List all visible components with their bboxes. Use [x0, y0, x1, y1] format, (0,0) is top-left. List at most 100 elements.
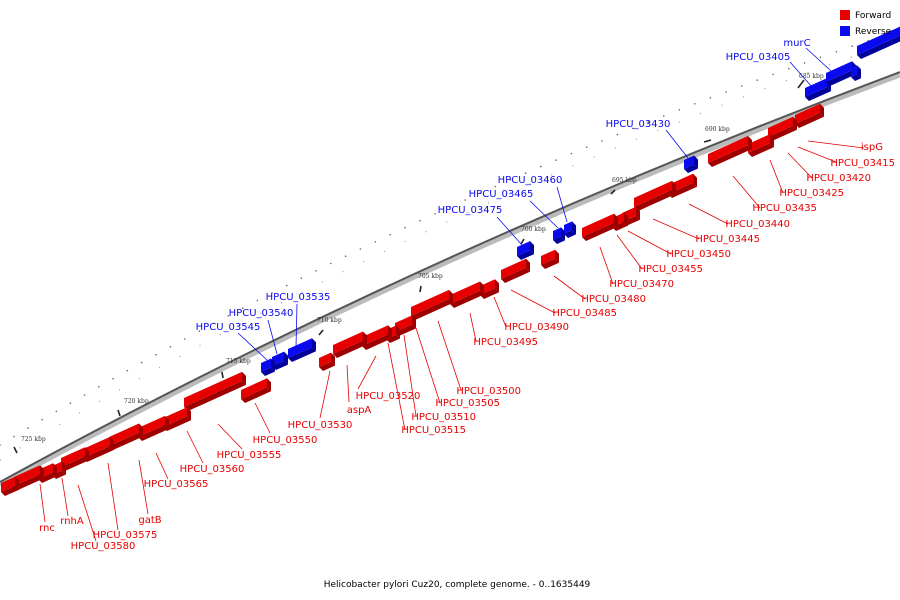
minor-tick — [632, 127, 634, 130]
gene-label: rnhA — [60, 516, 84, 527]
gene-face — [857, 26, 900, 55]
leader-line — [39, 483, 46, 523]
gene-side — [267, 378, 271, 392]
minor-tick — [83, 394, 86, 396]
minor-tick — [227, 315, 230, 317]
tick-label: 700 kbp — [521, 226, 546, 233]
minor-tick — [509, 179, 512, 181]
minor-tick — [0, 444, 1, 446]
gene-face — [1, 476, 15, 492]
gene-shadow — [857, 35, 900, 59]
leader-line — [346, 364, 350, 403]
gene-side — [396, 325, 400, 339]
tick-group: 685 kbp 690 kbp 695 kbp 700 kbp 705 kbp 710 k… — [0, 34, 885, 454]
gene-face — [634, 180, 672, 207]
minor-tick — [788, 67, 790, 70]
gene-label: HPCU_03500 — [456, 386, 521, 397]
tick-mark — [419, 285, 422, 293]
minor-tick — [69, 402, 72, 405]
gene-shadow — [748, 143, 774, 157]
leader-line — [387, 342, 406, 431]
gene-label: HPCU_03450 — [666, 249, 731, 260]
genome-backbone — [0, 71, 900, 483]
leader-line — [627, 230, 672, 255]
minor-tick — [772, 73, 774, 76]
leader-line — [217, 423, 243, 450]
genome-caption: Helicobacter pylori Cuz20, complete geno… — [324, 580, 591, 590]
minor-tick — [524, 172, 527, 174]
leader-line — [186, 430, 204, 464]
legend-forward-label: Forward — [855, 11, 891, 21]
gene-label: HPCU_03535 — [266, 292, 331, 303]
gene-shadow — [805, 87, 831, 101]
minor-tick — [98, 386, 100, 388]
leader-line — [469, 312, 477, 342]
minor-tick — [41, 418, 43, 421]
minor-tick — [55, 410, 58, 413]
minor-tick — [647, 121, 650, 123]
minor-tick — [740, 85, 743, 87]
gene-label: HPCU_03540 — [229, 308, 294, 319]
gene-label: HPCU_03465 — [469, 189, 534, 200]
gene-label: HPCU_03470 — [609, 279, 674, 290]
gene-shadow — [517, 250, 534, 260]
gene-shadow — [582, 222, 618, 241]
leader-line — [237, 332, 268, 361]
leader-line — [688, 203, 729, 225]
gene-label: rnc — [39, 523, 55, 534]
leader-line — [415, 327, 441, 404]
minor-tick — [374, 241, 377, 243]
gene-face — [517, 241, 530, 256]
reverse-gene-block — [564, 221, 576, 238]
forward-gene-block — [184, 371, 246, 411]
gene-label: HPCU_03560 — [180, 464, 245, 475]
tick-label: 690 kbp — [705, 126, 730, 133]
leader-line — [616, 234, 643, 270]
leader-line — [789, 61, 813, 88]
leader-line — [403, 334, 417, 417]
tick-label: 720 kbp — [124, 398, 149, 405]
gene-face — [795, 103, 820, 124]
gene-face — [61, 447, 85, 467]
leader-line — [437, 320, 462, 391]
gene-label: HPCU_03490 — [504, 322, 569, 333]
legend-reverse-label: Reverse — [855, 27, 892, 37]
forward-gene-block — [395, 315, 416, 336]
minor-tick — [140, 361, 143, 364]
gene-shadow — [480, 288, 499, 299]
minor-tick — [155, 353, 157, 356]
gene-face — [541, 249, 555, 265]
leader-line — [732, 175, 761, 209]
gene-shadow — [541, 258, 559, 269]
leader-line — [295, 303, 298, 348]
leader-line — [652, 218, 700, 240]
tick-label: 685 kbp — [799, 73, 824, 80]
leader-line — [61, 477, 69, 517]
leader-line — [529, 200, 559, 229]
gene-shadow — [319, 361, 335, 371]
gene-face — [319, 352, 331, 367]
gene-face — [768, 116, 793, 137]
minor-tick — [315, 270, 317, 272]
gene-side — [636, 206, 640, 220]
minor-tick — [601, 140, 603, 142]
reverse-gene-block — [851, 65, 861, 81]
tick-label: 705 kbp — [418, 273, 443, 280]
gene-face — [826, 61, 852, 82]
minor-tick — [359, 248, 362, 250]
forward-gene-block — [708, 136, 752, 167]
gene-face — [501, 258, 526, 279]
forward-gene-block — [501, 258, 530, 283]
label-leader-lines — [39, 47, 865, 542]
gene-shadow — [109, 432, 143, 450]
minor-tick — [616, 133, 619, 136]
minor-tick — [285, 284, 288, 287]
minor-tick — [479, 192, 482, 194]
gene-shadow — [684, 164, 698, 173]
gene-label: HPCU_03545 — [196, 322, 261, 333]
forward-gene-block — [333, 331, 367, 358]
gene-shadow — [553, 236, 565, 244]
reverse-gene-block — [684, 155, 698, 173]
minor-tick — [112, 377, 114, 380]
